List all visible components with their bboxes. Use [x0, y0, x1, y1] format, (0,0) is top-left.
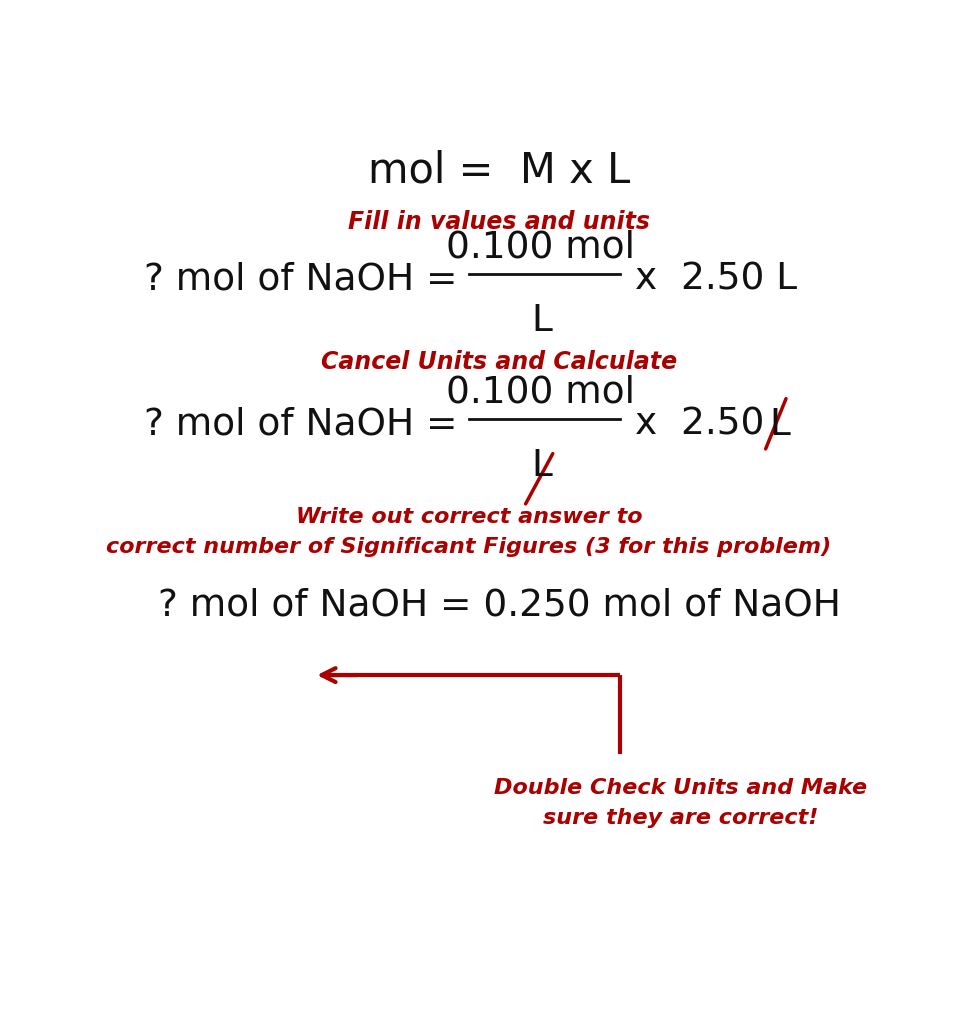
- Text: L: L: [769, 407, 790, 442]
- Text: 0.100 mol: 0.100 mol: [446, 229, 635, 265]
- Text: x  2.50 L: x 2.50 L: [635, 261, 797, 298]
- Text: Write out correct answer to: Write out correct answer to: [296, 506, 642, 527]
- Text: Fill in values and units: Fill in values and units: [348, 210, 651, 234]
- Text: ? mol of NaOH =: ? mol of NaOH =: [144, 261, 469, 298]
- Text: x  2.50: x 2.50: [635, 407, 776, 442]
- Text: L: L: [532, 303, 552, 338]
- Text: sure they are correct!: sure they are correct!: [543, 807, 818, 827]
- Text: ? mol of NaOH =: ? mol of NaOH =: [144, 407, 469, 442]
- Text: Cancel Units and Calculate: Cancel Units and Calculate: [321, 350, 677, 374]
- Text: mol =  M x L: mol = M x L: [368, 150, 630, 192]
- Text: Double Check Units and Make: Double Check Units and Make: [494, 777, 867, 798]
- Text: L: L: [532, 448, 552, 484]
- Text: correct number of Significant Figures (3 for this problem): correct number of Significant Figures (3…: [106, 537, 832, 556]
- Text: 0.100 mol: 0.100 mol: [446, 374, 635, 411]
- Text: ? mol of NaOH = 0.250 mol of NaOH: ? mol of NaOH = 0.250 mol of NaOH: [158, 587, 841, 623]
